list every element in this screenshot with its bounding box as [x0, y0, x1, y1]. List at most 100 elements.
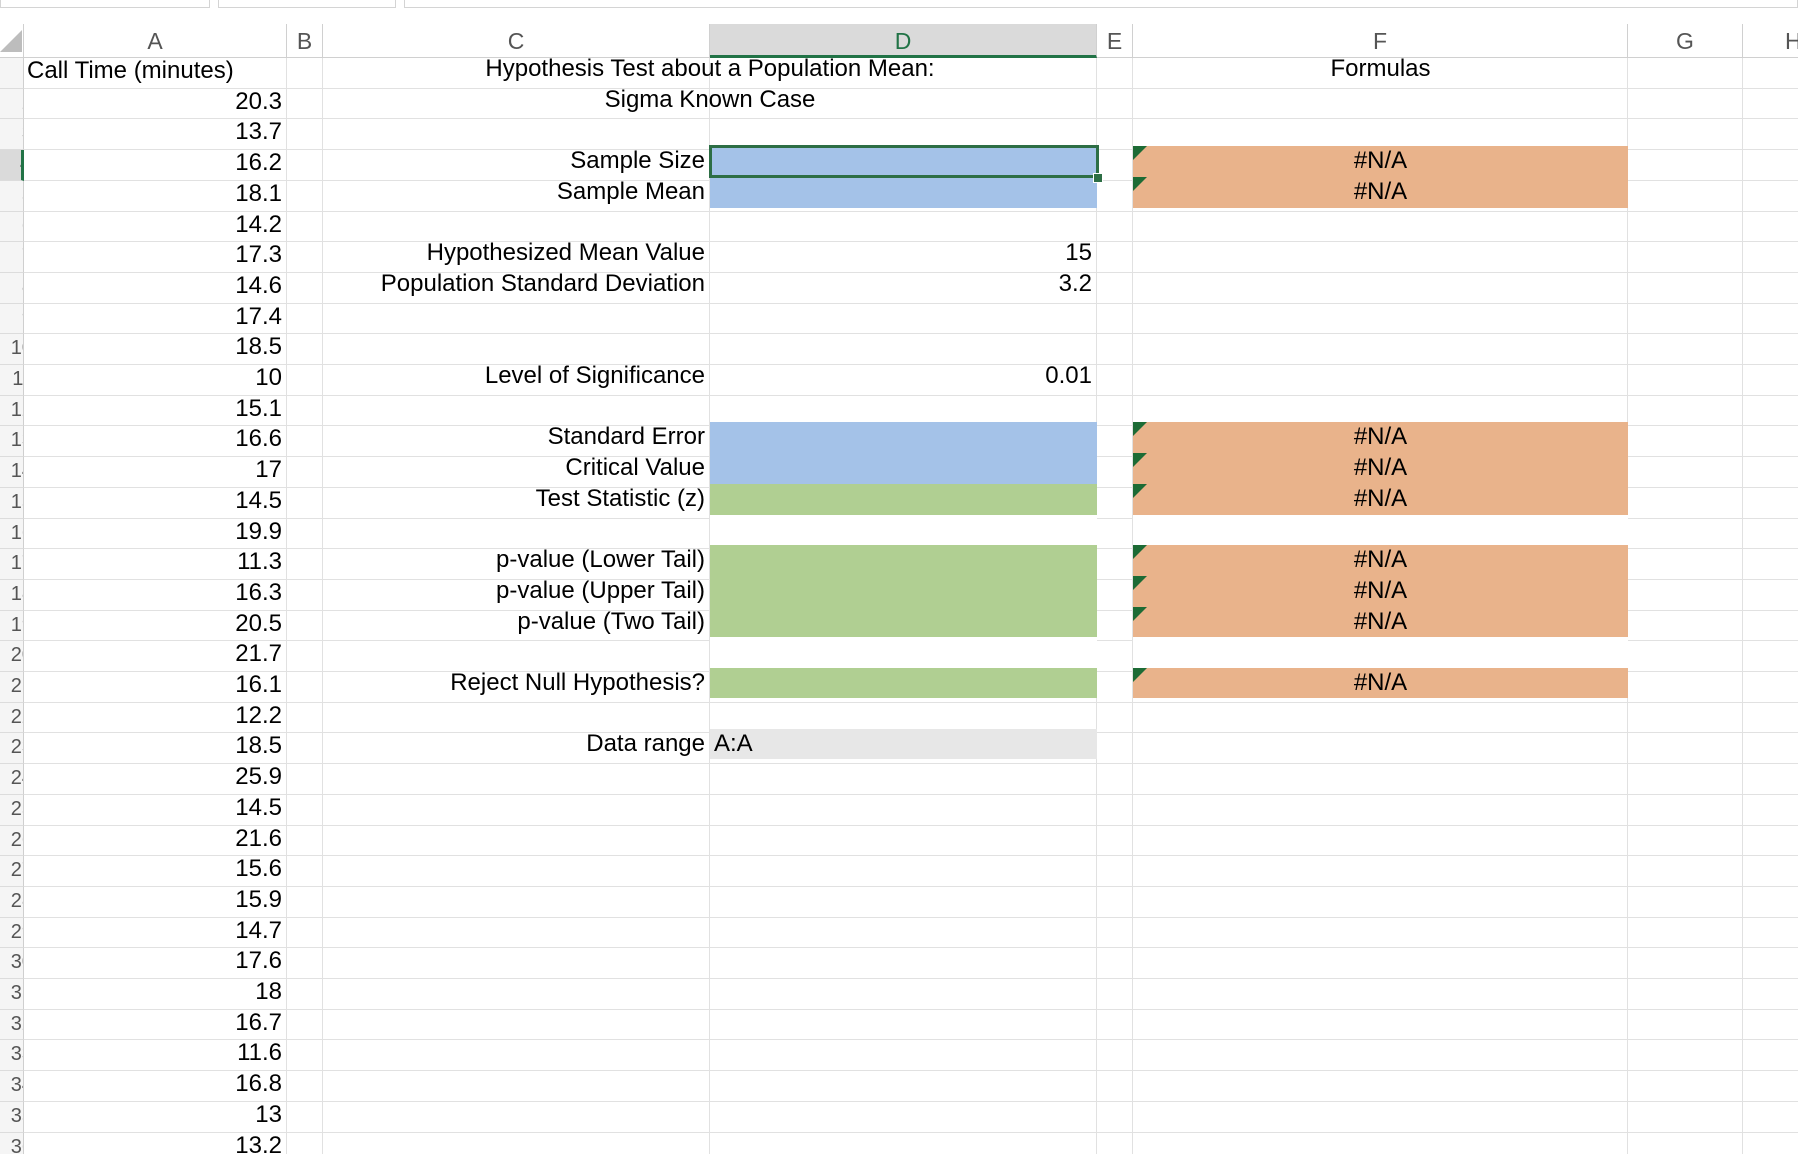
call-time-cell[interactable]: 14.5: [235, 794, 282, 821]
call-time-cell[interactable]: 14.2: [235, 211, 282, 238]
label-sample-mean[interactable]: Sample Mean: [556, 178, 705, 205]
value-p-lower[interactable]: [710, 545, 1097, 576]
row-header[interactable]: 29: [0, 918, 24, 948]
value-sample-size[interactable]: [710, 146, 1097, 177]
row-header[interactable]: 36: [0, 1133, 24, 1154]
call-time-cell[interactable]: 17: [255, 456, 282, 483]
value-data-range[interactable]: A:A: [710, 729, 1097, 759]
call-time-cell[interactable]: 15.6: [235, 855, 282, 882]
call-time-cell[interactable]: 13.2: [235, 1132, 282, 1154]
row-header[interactable]: 11: [0, 365, 24, 396]
row-header[interactable]: 9: [0, 304, 24, 334]
column-header-a[interactable]: A: [24, 24, 287, 58]
call-time-cell[interactable]: 13.7: [235, 118, 282, 145]
call-time-cell[interactable]: 21.6: [235, 825, 282, 852]
row-header[interactable]: 12: [0, 396, 24, 426]
value-test-statistic[interactable]: [710, 484, 1097, 515]
row-header[interactable]: 24: [0, 764, 24, 795]
value-population-sd[interactable]: 3.2: [1058, 270, 1092, 297]
row-header[interactable]: 6: [0, 212, 24, 242]
formula-sample-size[interactable]: #N/A: [1133, 146, 1628, 177]
row-header[interactable]: 25: [0, 795, 24, 826]
column-a-header[interactable]: Call Time (minutes): [27, 57, 234, 84]
call-time-cell[interactable]: 20.5: [235, 610, 282, 637]
call-time-cell[interactable]: 16.7: [235, 1009, 282, 1036]
row-header[interactable]: 22: [0, 703, 24, 733]
label-test-statistic[interactable]: Test Statistic (z): [535, 485, 705, 512]
call-time-cell[interactable]: 13: [255, 1101, 282, 1128]
call-time-cell[interactable]: 16.1: [235, 671, 282, 698]
blank-row-16-d[interactable]: [710, 515, 1097, 545]
call-time-cell[interactable]: 16.8: [235, 1070, 282, 1097]
column-header-d[interactable]: D: [710, 24, 1097, 58]
label-sample-size[interactable]: Sample Size: [570, 147, 705, 174]
label-population-sd[interactable]: Population Standard Deviation: [380, 270, 705, 297]
row-header[interactable]: 13: [0, 426, 24, 457]
call-time-cell[interactable]: 11.3: [237, 548, 282, 575]
formula-p-two[interactable]: #N/A: [1133, 607, 1628, 637]
formula-bar-button-box[interactable]: [218, 0, 396, 8]
call-time-cell[interactable]: 18.5: [235, 333, 282, 360]
blank-row-20-d[interactable]: [710, 637, 1097, 668]
name-box[interactable]: [0, 0, 210, 8]
call-time-cell[interactable]: 14.5: [235, 487, 282, 514]
formulas-header[interactable]: Formulas: [1330, 55, 1431, 82]
formula-reject-null[interactable]: #N/A: [1133, 668, 1628, 698]
label-data-range[interactable]: Data range: [586, 730, 705, 757]
formula-bar[interactable]: [404, 0, 1798, 8]
value-p-upper[interactable]: [710, 576, 1097, 607]
row-header[interactable]: 30: [0, 948, 24, 979]
call-time-cell[interactable]: 16.6: [235, 425, 282, 452]
call-time-cell[interactable]: 18.1: [235, 180, 282, 207]
row-header[interactable]: 18: [0, 580, 24, 611]
value-critical-value[interactable]: [710, 453, 1097, 484]
select-all-triangle-icon[interactable]: [0, 30, 22, 52]
blank-row-20-f[interactable]: [1133, 637, 1628, 668]
row-header[interactable]: 16: [0, 519, 24, 549]
formula-p-upper[interactable]: #N/A: [1133, 576, 1628, 607]
value-standard-error[interactable]: [710, 422, 1097, 453]
row-header[interactable]: 35: [0, 1102, 24, 1133]
label-p-lower[interactable]: p-value (Lower Tail): [496, 546, 705, 573]
call-time-cell[interactable]: 25.9: [235, 763, 282, 790]
formula-sample-mean[interactable]: #N/A: [1133, 177, 1628, 208]
formula-test-statistic[interactable]: #N/A: [1133, 484, 1628, 515]
row-header[interactable]: 10: [0, 334, 24, 365]
row-header[interactable]: 23: [0, 733, 24, 764]
row-header[interactable]: 1: [0, 58, 24, 89]
call-time-cell[interactable]: 15.1: [235, 395, 282, 422]
call-time-cell[interactable]: 17.4: [235, 303, 282, 330]
column-header-f[interactable]: F: [1133, 24, 1628, 58]
label-p-upper[interactable]: p-value (Upper Tail): [496, 577, 705, 604]
row-header[interactable]: 34: [0, 1071, 24, 1102]
row-header[interactable]: 14: [0, 457, 24, 488]
row-header[interactable]: 33: [0, 1040, 24, 1071]
row-header[interactable]: 7: [0, 242, 24, 273]
row-header[interactable]: 32: [0, 1010, 24, 1040]
row-header[interactable]: 3: [0, 119, 24, 150]
call-time-cell[interactable]: 12.2: [235, 702, 282, 729]
label-reject-null[interactable]: Reject Null Hypothesis?: [450, 669, 705, 696]
call-time-cell[interactable]: 17.6: [235, 947, 282, 974]
formula-critical-value[interactable]: #N/A: [1133, 453, 1628, 484]
row-header[interactable]: 20: [0, 641, 24, 672]
formula-standard-error[interactable]: #N/A: [1133, 422, 1628, 453]
label-hypothesized-mean[interactable]: Hypothesized Mean Value: [426, 239, 705, 266]
column-header-c[interactable]: C: [323, 24, 710, 58]
select-all-corner[interactable]: [0, 24, 24, 58]
call-time-cell[interactable]: 17.3: [235, 241, 282, 268]
value-sample-mean[interactable]: [710, 177, 1097, 208]
call-time-cell[interactable]: 16.3: [235, 579, 282, 606]
row-header[interactable]: 4: [0, 150, 24, 181]
call-time-cell[interactable]: 14.7: [235, 917, 282, 944]
row-header[interactable]: 19: [0, 611, 24, 641]
row-header[interactable]: 15: [0, 488, 24, 519]
row-header[interactable]: 28: [0, 887, 24, 918]
row-header[interactable]: 8: [0, 273, 24, 304]
row-header[interactable]: 2: [0, 89, 24, 119]
row-header[interactable]: 5: [0, 181, 24, 212]
call-time-cell[interactable]: 11.6: [237, 1039, 282, 1066]
call-time-cell[interactable]: 14.6: [235, 272, 282, 299]
row-header[interactable]: 26: [0, 826, 24, 856]
label-significance[interactable]: Level of Significance: [484, 362, 705, 389]
